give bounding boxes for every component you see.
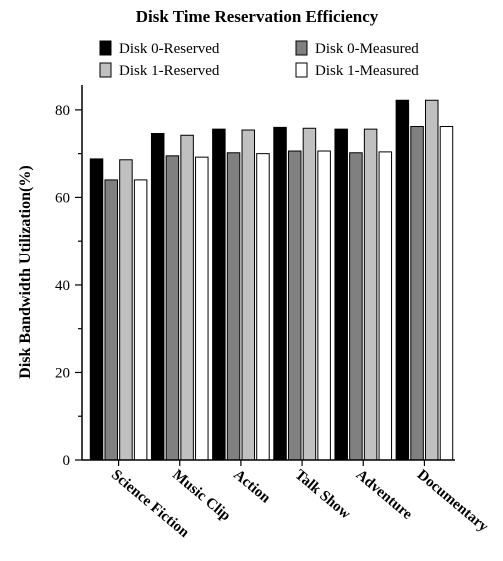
bar-disk-1-reserved	[363, 128, 378, 461]
y-tick-label: 0	[63, 453, 71, 469]
bar-disk-0-reserved	[273, 126, 287, 461]
legend-label: Disk 1-Reserved	[119, 63, 220, 79]
bar-disk-1-reserved	[425, 99, 439, 461]
bar-disk-1-measured	[195, 156, 209, 461]
bar-disk-0-measured	[410, 126, 424, 461]
bar-disk-0-reserved	[334, 128, 348, 461]
bar-disk-0-reserved	[150, 133, 165, 461]
bar-disk-0-reserved	[212, 128, 226, 461]
x-tick-label: Action	[230, 467, 273, 507]
bar-disk-1-measured	[378, 151, 393, 461]
x-tick-label: Documentary	[414, 467, 492, 536]
bar-disk-0-measured	[104, 179, 118, 461]
legend: Disk 0-Reserved Disk 0-Measured Disk 1-Res…	[99, 40, 419, 79]
legend-label: Disk 1-Measured	[315, 63, 419, 79]
bar-disk-1-reserved	[302, 127, 317, 461]
y-tick-label: 80	[55, 103, 70, 119]
legend-swatch	[99, 62, 112, 78]
bar-disk-1-reserved	[180, 134, 194, 461]
bar-disk-0-measured	[165, 155, 180, 461]
legend-swatch	[295, 40, 308, 56]
legend-swatch	[295, 62, 308, 78]
bar-disk-1-measured	[256, 153, 270, 461]
bar-disk-0-reserved	[395, 99, 410, 461]
bar-disk-1-measured	[317, 150, 331, 461]
x-tick-label: Music Clip	[169, 467, 233, 525]
legend-swatch	[99, 40, 112, 56]
y-tick-label: 20	[55, 365, 70, 381]
y-tick-label: 40	[55, 278, 70, 294]
x-tick-label: Talk Show	[292, 467, 354, 523]
y-axis: 0 20 40 60 80	[55, 85, 83, 469]
y-axis-label: Disk Bandwidth Utilization(%)	[17, 165, 34, 378]
bars	[89, 99, 454, 461]
bar-disk-0-reserved	[89, 158, 104, 461]
bar-disk-0-measured	[226, 152, 241, 461]
y-tick-label: 60	[55, 190, 70, 206]
bar-disk-1-reserved	[119, 159, 133, 461]
chart-title: Disk Time Reservation Efficiency	[136, 7, 379, 26]
x-tick-label: Adventure	[353, 467, 416, 523]
legend-label: Disk 0-Reserved	[119, 41, 220, 57]
bar-disk-0-measured	[349, 152, 363, 461]
legend-label: Disk 0-Measured	[315, 41, 419, 57]
bar-disk-1-reserved	[241, 129, 256, 461]
bar-disk-1-measured	[439, 126, 454, 461]
bar-disk-0-measured	[287, 150, 302, 461]
bar-disk-1-measured	[133, 179, 148, 461]
